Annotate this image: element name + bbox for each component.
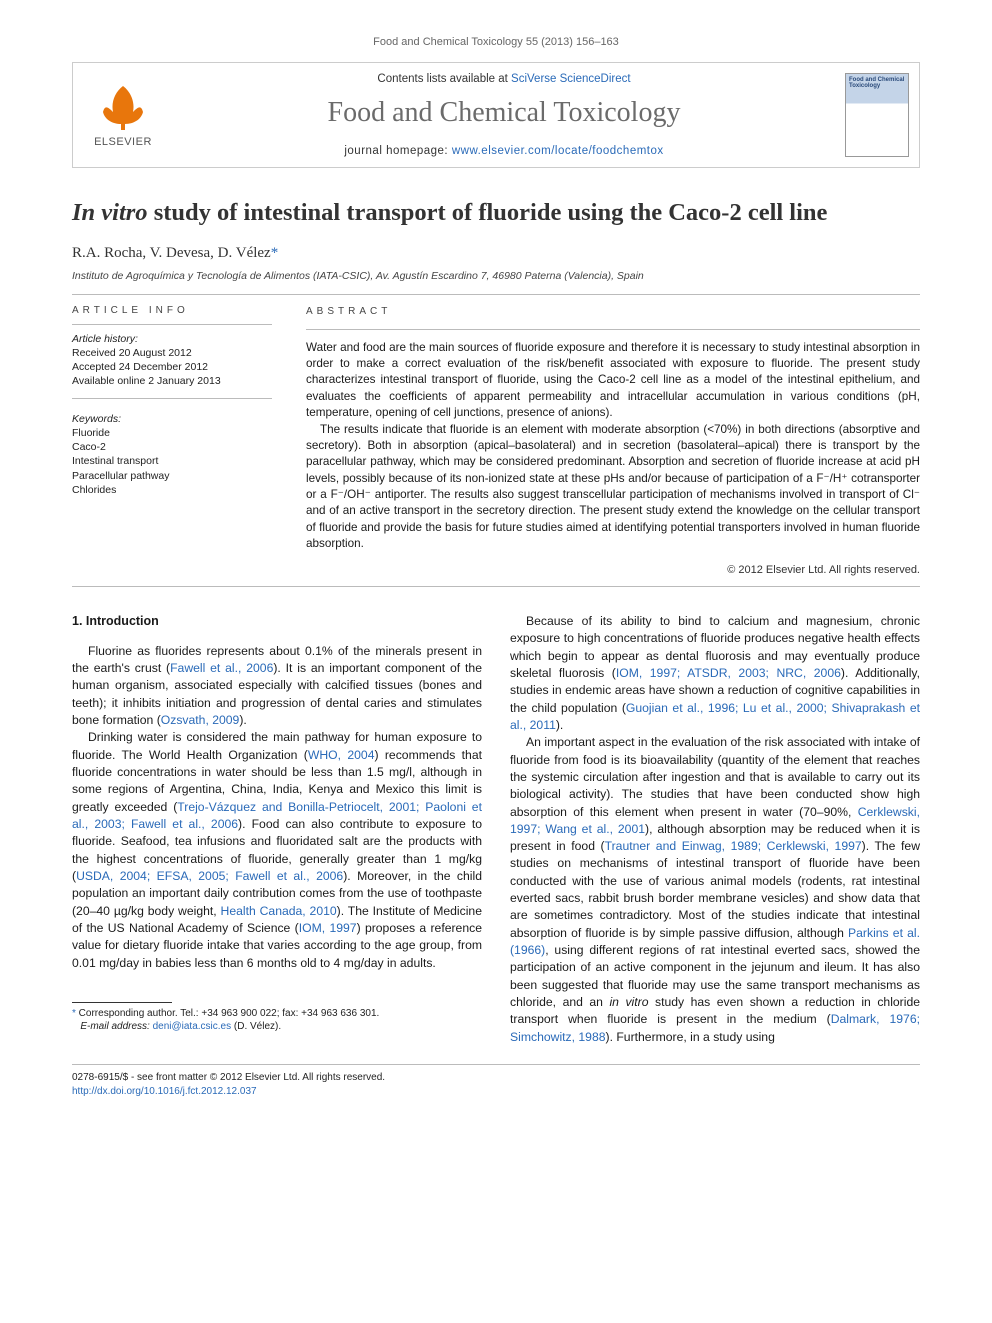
article-meta-row: article info Article history: Received 2… (72, 305, 920, 578)
footnote-rule (72, 1002, 172, 1003)
keywords-label: Keywords: (72, 413, 272, 425)
body-paragraph: Fluorine as fluorides represents about 0… (72, 643, 482, 730)
journal-header-box: ELSEVIER Contents lists available at Sci… (72, 62, 920, 168)
divider (306, 329, 920, 330)
history-accepted: Accepted 24 December 2012 (72, 360, 272, 374)
author-list: R.A. Rocha, V. Devesa, D. Vélez* (72, 245, 920, 262)
paper-page: Food and Chemical Toxicology 55 (2013) 1… (0, 0, 992, 1138)
journal-cover-thumbnail: Food and Chemical Toxicology (845, 73, 909, 157)
contents-prefix: Contents lists available at (377, 73, 511, 85)
divider (72, 324, 272, 325)
footnote-text: Corresponding author. Tel.: +34 963 900 … (76, 1008, 379, 1019)
elsevier-tree-icon (83, 82, 163, 135)
title-italic-prefix: In vitro (72, 199, 148, 226)
publisher-name: ELSEVIER (83, 136, 163, 148)
keyword: Caco-2 (72, 440, 272, 454)
publisher-logo: ELSEVIER (83, 82, 163, 147)
copyright-line: © 2012 Elsevier Ltd. All rights reserved… (306, 563, 920, 578)
doi-link[interactable]: http://dx.doi.org/10.1016/j.fct.2012.12.… (72, 1086, 257, 1097)
email-label: E-mail address: (80, 1021, 152, 1032)
body-paragraph: Drinking water is considered the main pa… (72, 729, 482, 972)
contents-available-line: Contents lists available at SciVerse Sci… (173, 73, 835, 85)
divider (72, 398, 272, 399)
abstract-column: abstract Water and food are the main sou… (306, 305, 920, 578)
title-rest: study of intestinal transport of fluorid… (148, 199, 828, 226)
sciencedirect-link[interactable]: SciVerse ScienceDirect (511, 73, 631, 85)
history-online: Available online 2 January 2013 (72, 374, 272, 388)
keyword: Paracellular pathway (72, 469, 272, 483)
abstract-heading: abstract (306, 305, 920, 319)
keyword: Intestinal transport (72, 454, 272, 468)
corresponding-mark-link[interactable]: * (271, 245, 279, 261)
history-received: Received 20 August 2012 (72, 346, 272, 360)
email-attribution: (D. Vélez). (231, 1021, 281, 1032)
journal-name: Food and Chemical Toxicology (173, 97, 835, 129)
article-info-heading: article info (72, 305, 272, 316)
body-paragraph: An important aspect in the evaluation of… (510, 734, 920, 1046)
cover-title: Food and Chemical Toxicology (849, 77, 905, 89)
affiliation: Instituto de Agroquímica y Tecnología de… (72, 270, 920, 282)
article-title: In vitro study of intestinal transport o… (72, 198, 920, 229)
bottom-metadata: 0278-6915/$ - see front matter © 2012 El… (72, 1071, 920, 1098)
issn-line: 0278-6915/$ - see front matter © 2012 El… (72, 1071, 920, 1085)
homepage-line: journal homepage: www.elsevier.com/locat… (173, 145, 835, 157)
body-paragraph: Because of its ability to bind to calciu… (510, 613, 920, 734)
homepage-link[interactable]: www.elsevier.com/locate/foodchemtox (452, 145, 664, 157)
citation-line: Food and Chemical Toxicology 55 (2013) 1… (72, 36, 920, 48)
keyword: Fluoride (72, 426, 272, 440)
divider (72, 294, 920, 295)
bottom-divider (72, 1064, 920, 1065)
article-info-column: article info Article history: Received 2… (72, 305, 272, 578)
section-heading: 1. Introduction (72, 613, 482, 631)
abstract-para: Water and food are the main sources of f… (306, 340, 920, 422)
email-link[interactable]: deni@iata.csic.es (153, 1021, 232, 1032)
history-label: Article history: (72, 333, 272, 345)
divider (72, 586, 920, 587)
keyword: Chlorides (72, 483, 272, 497)
abstract-para: The results indicate that fluoride is an… (306, 422, 920, 553)
author-names: R.A. Rocha, V. Devesa, D. Vélez (72, 245, 271, 261)
body-two-columns: 1. Introduction Fluorine as fluorides re… (72, 613, 920, 1046)
corresponding-author-footnote: * Corresponding author. Tel.: +34 963 90… (72, 1007, 482, 1034)
homepage-prefix: journal homepage: (344, 145, 451, 157)
